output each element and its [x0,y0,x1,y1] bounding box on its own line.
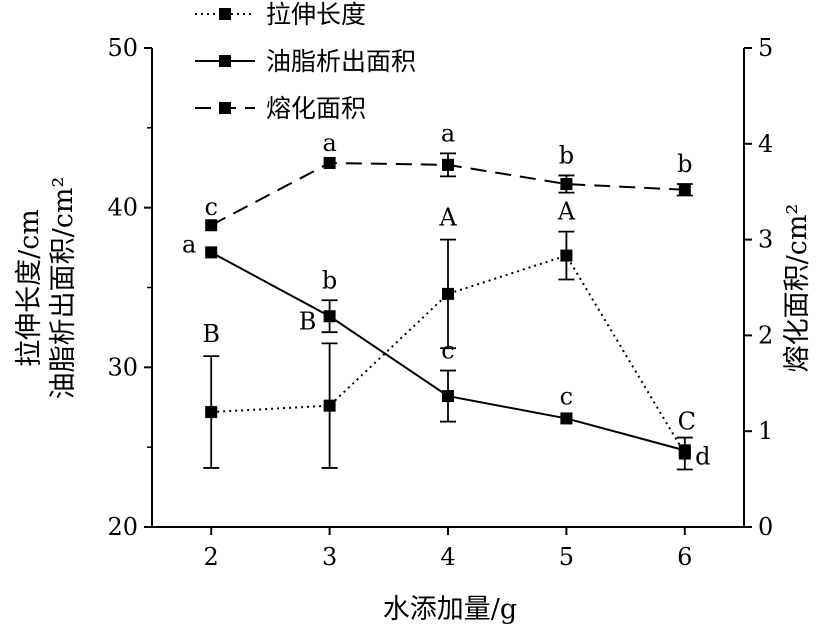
x-tick-label: 3 [322,543,337,571]
significance-label: B [299,307,317,335]
legend-label: 油脂析出面积 [266,47,416,76]
y-axis-right-title: 熔化面积/cm² [782,204,813,373]
data-point [678,444,691,457]
x-tick-label: 4 [440,543,455,571]
y-right-tick-label: 3 [758,226,773,254]
significance-label: c [204,193,217,221]
y-left-tick-label: 20 [107,513,138,541]
data-point [205,246,218,259]
legend-item: 油脂析出面积 [195,47,416,76]
x-tick-label: 2 [204,543,219,571]
significance-label: c [560,382,573,410]
legend-label: 拉伸长度 [266,0,366,29]
data-point [678,183,691,196]
y-right-tick-label: 5 [758,34,773,62]
y-left-tick-label: 30 [107,353,138,381]
series-2: a b c c d [182,230,710,470]
significance-label: d [695,442,710,470]
data-point [442,287,454,300]
significance-label: C [678,408,696,436]
legend-marker [219,55,231,67]
data-point [205,219,218,232]
significance-label: b [322,266,337,294]
y-right-tick-label: 1 [758,417,773,445]
series-1: B B A A C [202,198,696,471]
significance-label: b [677,150,692,178]
data-point [560,178,573,191]
y-left-tick-label: 50 [107,34,138,62]
legend-item: 拉伸长度 [195,0,366,29]
data-point [560,249,573,262]
series-3: c a a b b [204,119,693,232]
legend-marker [219,102,231,114]
significance-label: c [441,337,454,365]
significance-label: A [438,204,457,232]
x-axis-title: 水添加量/g [383,594,517,625]
y-right-tick-label: 4 [758,130,773,158]
legend-marker [219,8,231,20]
data-point [442,158,454,171]
x-tick-label: 6 [677,543,692,571]
y-axis-left-title-1: 拉伸长度/cm [14,209,45,367]
y-axis-left-title-2: 油脂析出面积/cm² [48,177,79,400]
significance-label: A [557,198,576,226]
data-point [205,406,218,419]
significance-label: a [182,230,196,258]
y-left-tick-label: 40 [107,194,138,222]
legend-label: 熔化面积 [266,94,366,123]
data-point [560,412,573,425]
significance-label: b [559,141,574,169]
y-right-tick-label: 0 [758,513,773,541]
legend-item: 熔化面积 [195,94,366,123]
y-right-tick-label: 2 [758,321,773,349]
axes: 2 3 4 5 6 20 30 40 50 0 1 2 3 4 5 [107,34,773,571]
data-point [442,390,454,403]
significance-label: a [322,129,336,157]
significance-label: B [202,320,220,348]
x-tick-label: 5 [559,543,574,571]
data-point [323,156,336,169]
significance-label: a [441,119,455,147]
data-point [323,399,336,412]
data-point [323,310,336,323]
series-line [211,254,686,455]
